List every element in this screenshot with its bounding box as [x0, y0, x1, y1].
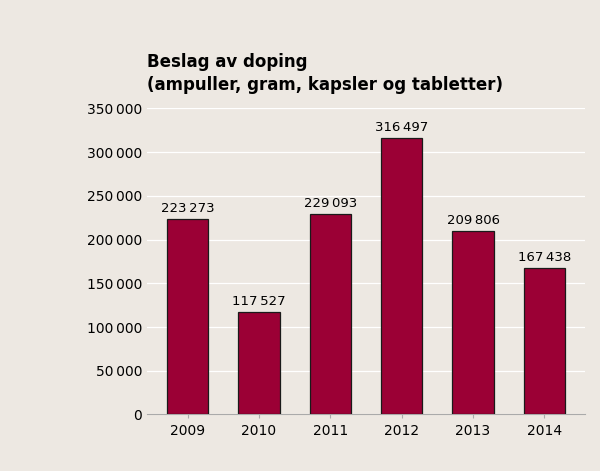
Text: 167 438: 167 438 [518, 251, 571, 264]
Text: 209 806: 209 806 [446, 214, 500, 227]
Bar [524, 268, 565, 414]
Bar [238, 312, 280, 414]
Bar [167, 219, 208, 414]
Text: 223 273: 223 273 [161, 202, 214, 215]
Text: 117 527: 117 527 [232, 295, 286, 308]
Bar [452, 231, 494, 414]
Bar [381, 138, 422, 414]
Text: Beslag av doping
(ampuller, gram, kapsler og tabletter): Beslag av doping (ampuller, gram, kapsle… [147, 53, 503, 94]
Bar [310, 214, 351, 414]
Text: 316 497: 316 497 [375, 121, 428, 134]
Text: 229 093: 229 093 [304, 197, 357, 210]
